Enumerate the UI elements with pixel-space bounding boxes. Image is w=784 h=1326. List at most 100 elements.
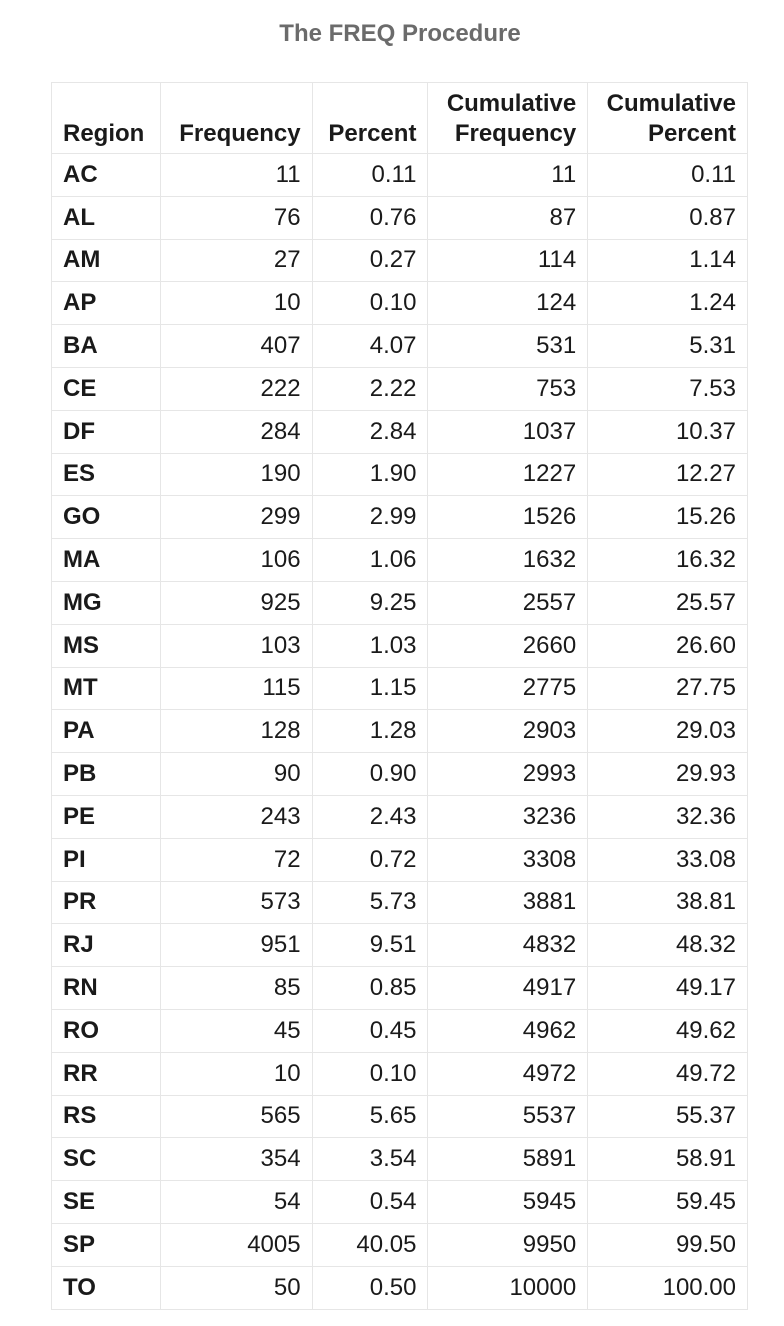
cell-percent: 9.51 — [311, 923, 429, 968]
table-row: AC 11 0.11 11 0.11 — [51, 153, 748, 197]
cell-cumulative-frequency: 531 — [427, 324, 589, 368]
cell-region: AL — [51, 195, 161, 240]
cell-region: SE — [51, 1180, 161, 1224]
table-body: AC 11 0.11 11 0.11 AL 76 0.76 87 0.87 AM 27 0.27 114 1… — [51, 153, 748, 1310]
cell-cumulative-percent: 32.36 — [587, 794, 748, 839]
cell-region: AM — [51, 238, 161, 283]
cell-cumulative-percent: 48.32 — [587, 923, 748, 968]
header-line2: Percent — [647, 120, 736, 147]
cell-cumulative-frequency: 5891 — [427, 1137, 589, 1182]
cell-frequency: 284 — [159, 409, 313, 454]
cell-percent: 0.90 — [311, 752, 429, 796]
table-row: RS 565 5.65 5537 55.37 — [51, 1094, 748, 1139]
cell-percent: 3.54 — [311, 1137, 429, 1182]
table-row: MG 925 9.25 2557 25.57 — [51, 580, 748, 625]
cell-cumulative-frequency: 1632 — [427, 538, 589, 582]
table-row: RJ 951 9.51 4832 48.32 — [51, 923, 748, 968]
cell-cumulative-percent: 49.62 — [587, 1008, 748, 1053]
table-row: SE 54 0.54 5945 59.45 — [51, 1180, 748, 1224]
cell-region: RN — [51, 966, 161, 1010]
table-row: MT 115 1.15 2775 27.75 — [51, 666, 748, 711]
cell-cumulative-frequency: 5537 — [427, 1094, 589, 1139]
cell-percent: 5.65 — [311, 1094, 429, 1139]
cell-region: SP — [51, 1222, 161, 1267]
cell-cumulative-percent: 55.37 — [587, 1094, 748, 1139]
cell-cumulative-percent: 16.32 — [587, 538, 748, 582]
cell-frequency: 76 — [159, 195, 313, 240]
header-line2: Frequency — [179, 120, 301, 147]
cell-percent: 1.28 — [311, 709, 429, 754]
table-row: RR 10 0.10 4972 49.72 — [51, 1051, 748, 1096]
cell-percent: 0.54 — [311, 1180, 429, 1224]
cell-cumulative-percent: 0.11 — [587, 153, 748, 197]
cell-percent: 9.25 — [311, 580, 429, 625]
table-row: AP 10 0.10 124 1.24 — [51, 281, 748, 326]
cell-percent: 0.11 — [311, 153, 429, 197]
cell-frequency: 85 — [159, 966, 313, 1010]
cell-cumulative-frequency: 753 — [427, 366, 589, 411]
cell-region: SC — [51, 1137, 161, 1182]
cell-percent: 0.10 — [311, 1051, 429, 1096]
cell-percent: 2.84 — [311, 409, 429, 454]
header-line2: Percent — [328, 120, 417, 147]
column-header-cumulative-frequency: Cumulative Frequency — [427, 82, 589, 154]
cell-frequency: 115 — [159, 666, 313, 711]
cell-cumulative-frequency: 124 — [427, 281, 589, 326]
table-row: SC 354 3.54 5891 58.91 — [51, 1137, 748, 1182]
cell-cumulative-percent: 49.17 — [587, 966, 748, 1010]
table-row: MA 106 1.06 1632 16.32 — [51, 538, 748, 582]
cell-cumulative-frequency: 2775 — [427, 666, 589, 711]
cell-frequency: 90 — [159, 752, 313, 796]
table-row: PA 128 1.28 2903 29.03 — [51, 709, 748, 754]
cell-region: PR — [51, 880, 161, 925]
cell-percent: 4.07 — [311, 324, 429, 368]
cell-percent: 0.72 — [311, 837, 429, 882]
cell-frequency: 222 — [159, 366, 313, 411]
cell-cumulative-percent: 10.37 — [587, 409, 748, 454]
cell-percent: 0.10 — [311, 281, 429, 326]
cell-cumulative-percent: 59.45 — [587, 1180, 748, 1224]
cell-percent: 0.76 — [311, 195, 429, 240]
cell-region: MT — [51, 666, 161, 711]
cell-cumulative-frequency: 4832 — [427, 923, 589, 968]
cell-frequency: 128 — [159, 709, 313, 754]
cell-percent: 2.43 — [311, 794, 429, 839]
table-row: GO 299 2.99 1526 15.26 — [51, 495, 748, 540]
header-line2: Frequency — [454, 120, 577, 147]
table-row: BA 407 4.07 531 5.31 — [51, 324, 748, 368]
cell-region: PI — [51, 837, 161, 882]
cell-cumulative-percent: 49.72 — [587, 1051, 748, 1096]
cell-percent: 40.05 — [311, 1222, 429, 1267]
table-row: CE 222 2.22 753 7.53 — [51, 366, 748, 411]
cell-frequency: 54 — [159, 1180, 313, 1224]
cell-region: TO — [51, 1265, 161, 1310]
cell-region: PA — [51, 709, 161, 754]
column-header-percent: Percent — [311, 82, 429, 154]
cell-cumulative-frequency: 4962 — [427, 1008, 589, 1053]
table-row: MS 103 1.03 2660 26.60 — [51, 623, 748, 668]
table-row: AL 76 0.76 87 0.87 — [51, 195, 748, 240]
cell-cumulative-percent: 33.08 — [587, 837, 748, 882]
table-row: RN 85 0.85 4917 49.17 — [51, 966, 748, 1010]
cell-cumulative-percent: 26.60 — [587, 623, 748, 668]
cell-cumulative-frequency: 1037 — [427, 409, 589, 454]
table-row: SP 4005 40.05 9950 99.50 — [51, 1222, 748, 1267]
cell-cumulative-frequency: 2660 — [427, 623, 589, 668]
cell-cumulative-frequency: 4972 — [427, 1051, 589, 1096]
cell-cumulative-percent: 0.87 — [587, 195, 748, 240]
header-line1: Cumulative — [606, 90, 736, 117]
cell-cumulative-percent: 27.75 — [587, 666, 748, 711]
cell-region: RJ — [51, 923, 161, 968]
table-row: TO 50 0.50 10000 100.00 — [51, 1265, 748, 1310]
cell-percent: 1.06 — [311, 538, 429, 582]
cell-percent: 0.27 — [311, 238, 429, 283]
cell-frequency: 27 — [159, 238, 313, 283]
cell-frequency: 299 — [159, 495, 313, 540]
cell-frequency: 45 — [159, 1008, 313, 1053]
header-line1: Cumulative — [446, 90, 577, 117]
cell-percent: 0.45 — [311, 1008, 429, 1053]
table-row: DF 284 2.84 1037 10.37 — [51, 409, 748, 454]
cell-cumulative-frequency: 87 — [427, 195, 589, 240]
cell-region: GO — [51, 495, 161, 540]
cell-cumulative-frequency: 3881 — [427, 880, 589, 925]
